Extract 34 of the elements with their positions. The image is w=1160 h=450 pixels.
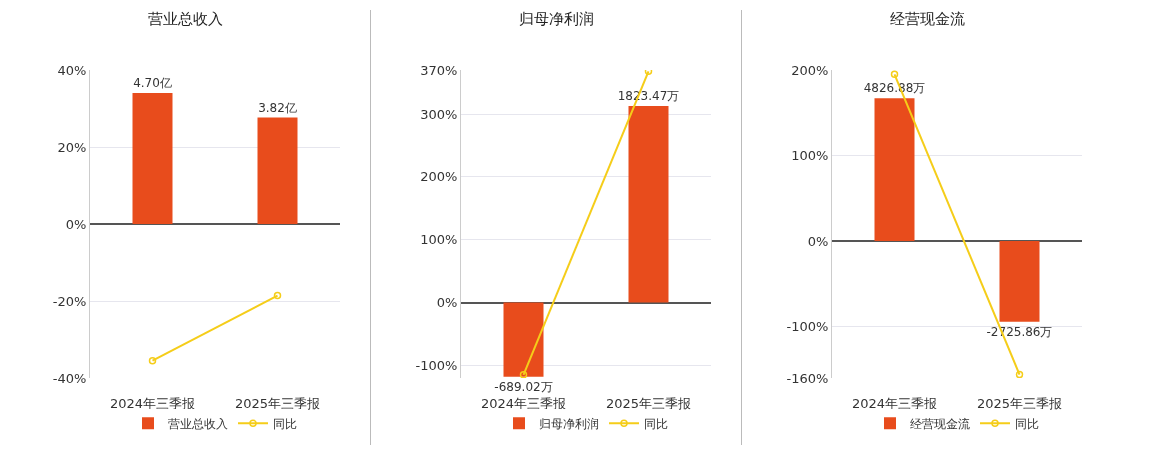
y-tick-label: 100% — [791, 148, 829, 164]
y-tick-label: 0% — [65, 216, 87, 232]
y-tick-label: -100% — [415, 357, 458, 373]
x-tick-label: 2025年三季报 — [976, 396, 1063, 411]
y-tick-label: -100% — [786, 319, 829, 335]
chart-title: 归母净利润 — [518, 10, 594, 28]
y-tick-label: -40% — [52, 370, 87, 386]
legend-label: 经营现金流 — [910, 416, 970, 431]
y-tick-label: 200% — [791, 62, 829, 78]
data-label: -689.02万 — [494, 379, 553, 394]
chart-title: 经营现金流 — [889, 10, 965, 28]
y-tick-label: 370% — [420, 62, 458, 78]
y-tick-label: -20% — [52, 293, 87, 309]
y-tick-label: 0% — [436, 295, 458, 311]
data-label: 4.70亿 — [133, 76, 172, 91]
y-tick-label: 300% — [420, 106, 458, 122]
y-tick-label: 100% — [420, 232, 458, 248]
x-tick-label: 2024年三季报 — [851, 396, 938, 411]
legend-label: 归母净利润 — [539, 416, 599, 431]
x-tick-label: 2024年三季报 — [109, 396, 196, 411]
x-tick-label: 2024年三季报 — [480, 396, 567, 411]
chart-title: 营业总收入 — [147, 10, 223, 28]
data-label: 3.82亿 — [258, 100, 297, 115]
x-tick-label: 2025年三季报 — [234, 396, 321, 411]
y-tick-label: 0% — [807, 233, 829, 249]
legend-label: 营业总收入 — [168, 416, 228, 431]
y-tick-label: -160% — [786, 370, 829, 386]
x-tick-label: 2025年三季报 — [605, 396, 692, 411]
y-tick-label: 40% — [57, 62, 87, 78]
y-tick-label: 20% — [57, 139, 87, 155]
legend-label: 同比 — [273, 416, 297, 431]
y-tick-label: 200% — [420, 169, 458, 185]
legend-label: 同比 — [1015, 416, 1039, 431]
legend-label: 同比 — [644, 416, 668, 431]
